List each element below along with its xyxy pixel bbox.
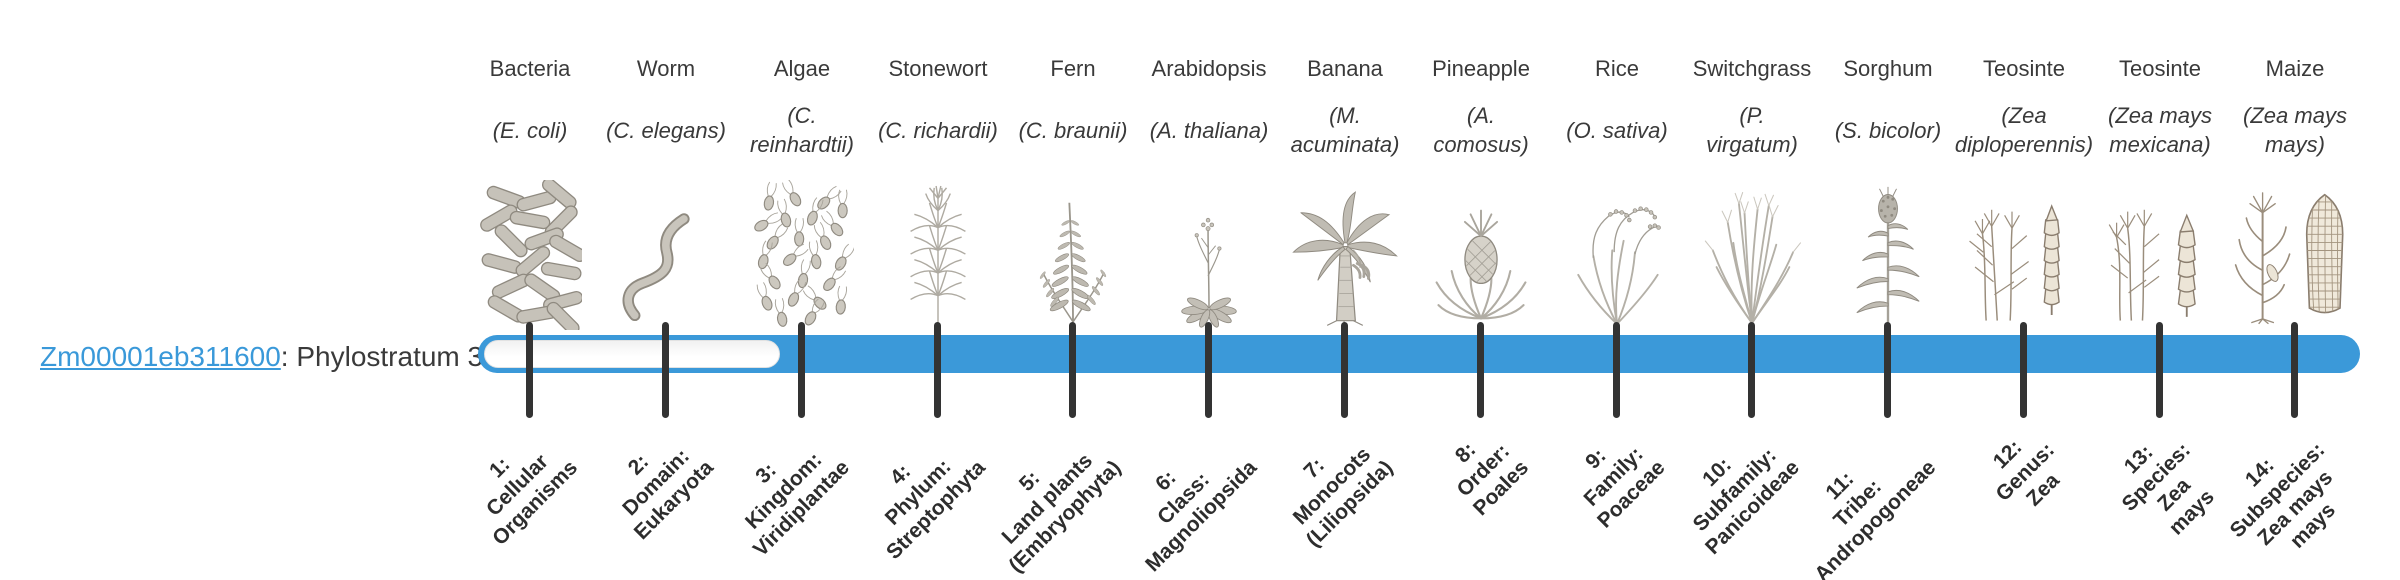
rank-label-12: 12: Genus: Zea — [1988, 435, 2064, 511]
phylostratum-tick-7 — [1341, 322, 1348, 418]
maize-icon — [2234, 192, 2344, 325]
rank-label-1: 1: Cellular Organisms — [482, 449, 583, 550]
taxon-column-worm: Worm (C. elegans) — [591, 52, 741, 330]
taxon-column-fern: Fern (C. braunii) — [998, 52, 1148, 330]
phylostrata-bar-unfilled — [484, 340, 780, 368]
taxon-common-name: Algae — [773, 56, 831, 81]
gene-id-link[interactable]: Zm00001eb311600 — [40, 341, 281, 372]
phylostratum-tick-3 — [798, 322, 805, 418]
taxon-species-name: (Zea mays mexicana) — [2108, 103, 2212, 157]
sorghum-icon — [1856, 186, 1920, 325]
rank-label-2: 2: Domain: Eukaryota — [618, 444, 719, 545]
phylostratum-tick-6 — [1205, 322, 1212, 418]
taxon-common-name: Teosinte — [1983, 56, 2065, 81]
worm-icon — [622, 213, 690, 322]
taxon-species-name: (C. reinhardtii) — [750, 103, 854, 157]
taxon-species-name: (E. coli) — [492, 117, 568, 143]
rank-label-6: 6: Class: Magnoliopsida — [1141, 456, 1262, 577]
rank-label-8: 8: Order: Poales — [1451, 438, 1534, 521]
rank-label-5: 5: Land plants (Embryophyta) — [997, 449, 1126, 578]
taxon-species-name: (Zea mays mays) — [2243, 103, 2347, 157]
phylostratum-tick-11 — [1884, 322, 1891, 418]
stonewort-icon — [910, 185, 966, 325]
rank-label-11: 11: Tribe: Andropogoneae — [1810, 456, 1941, 580]
taxon-common-name: Maize — [2265, 56, 2325, 81]
phylostratum-tick-8 — [1477, 322, 1484, 418]
rank-label-9: 9: Family: Poaceae — [1579, 442, 1670, 533]
taxon-common-name: Pineapple — [1432, 56, 1530, 81]
taxon-species-name: (S. bicolor) — [1834, 117, 1942, 143]
taxon-common-name: Stonewort — [888, 56, 988, 81]
taxon-species-name: (O. sativa) — [1566, 117, 1668, 143]
rank-label-13: 13: Species: Zea mays — [2117, 438, 2219, 540]
taxon-column-maize: Maize (Zea mays mays) — [2220, 52, 2370, 330]
phylostratum-tick-10 — [1748, 322, 1755, 418]
taxon-common-name: Banana — [1307, 56, 1383, 81]
rank-label-7: 7: Monocots (Liliopsida) — [1288, 442, 1398, 552]
taxon-common-name: Arabidopsis — [1151, 56, 1267, 81]
phylostratum-tick-14 — [2291, 322, 2298, 418]
gene-label: Zm00001eb311600: Phylostratum 3 — [40, 341, 483, 373]
rice-icon — [1577, 206, 1661, 325]
rank-label-3: 3: Kingdom: Viridiplantae — [741, 448, 855, 562]
banana-icon — [1292, 191, 1398, 326]
rank-label-4: 4: Phylum: Streptophyta — [881, 454, 991, 564]
rank-label-14: 14: Subspecies: Zea mays mays — [2225, 438, 2341, 553]
phylostrata-bar — [478, 335, 2360, 373]
fern-icon — [1039, 202, 1107, 323]
gene-phylostratum-text: : Phylostratum 3 — [280, 341, 484, 372]
taxon-species-name: (A. comosus) — [1433, 103, 1529, 157]
taxon-column-stonewort: Stonewort (C. richardii) — [863, 52, 1013, 330]
taxon-species-name: (C. elegans) — [606, 117, 726, 143]
taxon-column-rice: Rice (O. sativa) — [1542, 52, 1692, 330]
taxon-species-name: (A. thaliana) — [1149, 117, 1269, 143]
taxon-column-switchgrass: Switchgrass (P. virgatum) — [1677, 52, 1827, 330]
arabidopsis-icon — [1181, 217, 1237, 328]
phylostratum-tick-1 — [526, 322, 533, 418]
phylostratum-tick-9 — [1613, 322, 1620, 418]
taxon-column-bacteria: Bacteria (E. coli) — [455, 52, 605, 330]
taxon-column-algae: Algae (C. reinhardtii) — [727, 52, 877, 330]
taxon-common-name: Worm — [636, 56, 696, 81]
taxon-common-name: Rice — [1594, 56, 1639, 81]
taxon-species-name: (M. acuminata) — [1290, 103, 1400, 157]
taxon-common-name: Fern — [1050, 56, 1096, 81]
phylostratum-tick-5 — [1069, 322, 1076, 418]
taxon-column-teosinte-diploperennis: Teosinte (Zea diploperennis) — [1949, 52, 2099, 330]
pineapple-icon — [1435, 209, 1527, 320]
taxon-column-sorghum: Sorghum (S. bicolor) — [1813, 52, 1963, 330]
taxon-column-teosinte-mexicana: Teosinte (Zea mays mexicana) — [2085, 52, 2235, 330]
teosinte-icon — [1969, 204, 2060, 321]
taxon-common-name: Switchgrass — [1692, 56, 1812, 81]
taxon-species-name: (C. richardii) — [878, 117, 998, 143]
taxon-common-name: Bacteria — [489, 56, 571, 81]
taxon-species-name: (C. braunii) — [1018, 117, 1128, 143]
phylostratum-tick-12 — [2020, 322, 2027, 418]
taxon-column-pineapple: Pineapple (A. comosus) — [1406, 52, 1556, 330]
teosinte-icon — [2108, 209, 2196, 321]
taxon-common-name: Teosinte — [2119, 56, 2201, 81]
phylostratum-tick-4 — [934, 322, 941, 418]
taxon-column-banana: Banana (M. acuminata) — [1270, 52, 1420, 330]
phylostratum-tick-13 — [2156, 322, 2163, 418]
bacteria-icon — [480, 180, 582, 330]
taxon-common-name: Sorghum — [1843, 56, 1933, 81]
taxon-column-arabidopsis: Arabidopsis (A. thaliana) — [1134, 52, 1284, 330]
taxon-species-name: (P. virgatum) — [1706, 103, 1798, 157]
algae-icon — [752, 180, 854, 328]
phylostratum-tick-2 — [662, 322, 669, 418]
switchgrass-icon — [1704, 191, 1802, 325]
taxon-species-name: (Zea diploperennis) — [1954, 103, 2094, 157]
